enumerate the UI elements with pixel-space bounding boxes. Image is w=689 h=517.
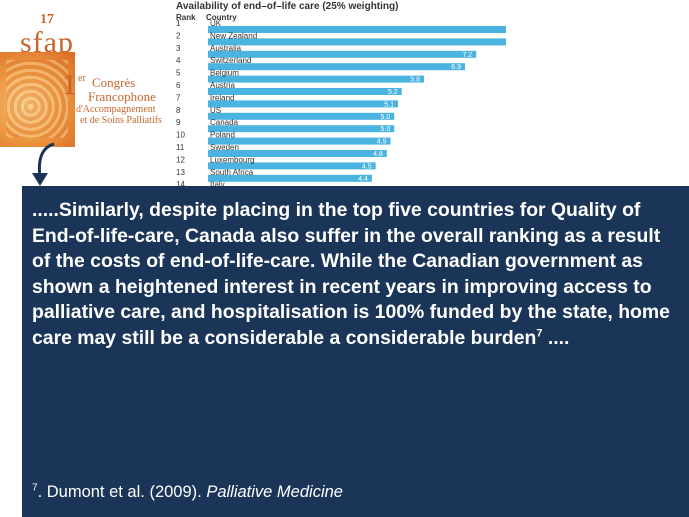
bar-canada — [208, 125, 395, 133]
bar-luxembourg — [208, 162, 376, 170]
rank-label: 9 — [176, 118, 181, 127]
country-label: UK — [210, 19, 222, 28]
reference-journal: Palliative Medicine — [206, 483, 343, 501]
edition-number: 17 — [40, 12, 54, 27]
reference-text: . Dumont et al. (2009). — [37, 483, 207, 501]
value-label: 4.9 — [377, 139, 387, 146]
rank-header: Rank — [176, 13, 196, 22]
rank-label: 12 — [176, 155, 185, 164]
country-label: Ireland — [210, 93, 234, 102]
availability-chart: 1 UK 2 New Zealand 3 Australia 7.2 4 Switzerland… — [172, 0, 520, 186]
country-label: Austria — [210, 81, 235, 90]
country-label: South Africa — [210, 168, 254, 177]
bar-austria — [208, 88, 402, 95]
country-label: Italy — [210, 180, 225, 186]
value-label: 5.0 — [381, 126, 391, 133]
value-label: 5.2 — [388, 89, 398, 96]
country-header: Country — [206, 13, 237, 22]
rank-label: 13 — [176, 168, 185, 177]
reference-citation: 7. Dumont et al. (2009). Palliative Medi… — [32, 483, 343, 502]
value-label: 7.2 — [462, 52, 472, 59]
bar-new-zealand — [208, 38, 506, 46]
commentary-panel: .....Similarly, despite placing in the t… — [22, 186, 689, 517]
curved-arrow-icon — [32, 142, 55, 186]
bar-us — [208, 112, 395, 120]
congres-line1: Congrès — [92, 75, 136, 90]
commentary-text: .....Similarly, despite placing in the t… — [32, 198, 682, 352]
rank-label: 8 — [176, 106, 181, 115]
value-label: 5.1 — [384, 101, 394, 108]
value-label: 6.9 — [451, 64, 461, 71]
chart-title: Availability of end–of–life care (25% we… — [176, 1, 399, 12]
country-label: US — [210, 106, 221, 115]
congres-line3: d'Accompagnement — [76, 104, 156, 115]
conference-logo: 17 sfap 1 er Congrès Francophone d'Accom… — [0, 0, 170, 185]
rank-label: 5 — [176, 69, 181, 78]
country-label: Canada — [210, 118, 239, 127]
country-label: Luxembourg — [210, 155, 254, 164]
country-label: New Zealand — [210, 31, 257, 40]
rank-label: 11 — [176, 143, 185, 152]
value-label: 4.5 — [362, 163, 372, 170]
bar-uk — [208, 26, 506, 33]
value-label: 4.4 — [358, 176, 368, 183]
value-label: 5.8 — [410, 77, 420, 84]
country-label: Australia — [210, 44, 242, 53]
rank-label: 7 — [176, 93, 181, 102]
bar-ireland — [208, 100, 398, 108]
footnote-marker: 7 — [536, 327, 543, 340]
bar-south-africa — [208, 174, 372, 182]
congres-line2: Francophone — [88, 89, 156, 104]
rank-label: 3 — [176, 44, 181, 53]
congres-sup: er — [78, 73, 86, 84]
congres-number: 1 — [62, 68, 77, 101]
country-label: Poland — [210, 131, 235, 140]
value-label: 5.0 — [381, 114, 391, 121]
rank-label: 1 — [176, 19, 181, 28]
rank-label: 14 — [176, 180, 185, 186]
logo-emblem — [0, 52, 75, 147]
commentary-ellipsis: .... — [542, 326, 570, 349]
bar-switzerland — [208, 63, 466, 71]
chart-plot: 1 UK 2 New Zealand 3 Australia 7.2 4 Switzerland… — [176, 19, 506, 186]
commentary-body: .....Similarly, despite placing in the t… — [32, 199, 670, 349]
bar-belgium — [208, 75, 425, 83]
rank-label: 6 — [176, 81, 181, 90]
rank-label: 2 — [176, 31, 181, 40]
rank-label: 10 — [176, 131, 185, 140]
reference-marker: 7 — [32, 482, 38, 494]
country-label: Switzerland — [210, 56, 251, 65]
bar-australia — [208, 50, 477, 58]
country-label: Belgium — [210, 69, 239, 78]
value-label: 4.8 — [373, 151, 383, 158]
bar-poland — [208, 137, 391, 145]
congres-line4: et de Soins Palliatifs — [80, 115, 162, 126]
rank-label: 4 — [176, 56, 181, 65]
bar-sweden — [208, 150, 387, 157]
country-label: Sweden — [210, 143, 239, 152]
